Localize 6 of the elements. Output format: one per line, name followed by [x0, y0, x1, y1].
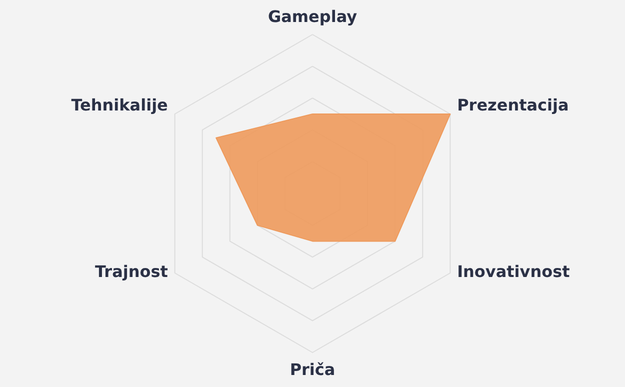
spoke-label: Priča — [290, 360, 336, 379]
spoke-label: Gameplay — [268, 7, 358, 26]
spoke-label: Trajnost — [95, 262, 168, 282]
spoke-label: Tehnikalije — [71, 95, 168, 114]
spoke-label: Inovativnost — [457, 262, 570, 282]
spoke-label: Prezentacija — [457, 95, 569, 114]
